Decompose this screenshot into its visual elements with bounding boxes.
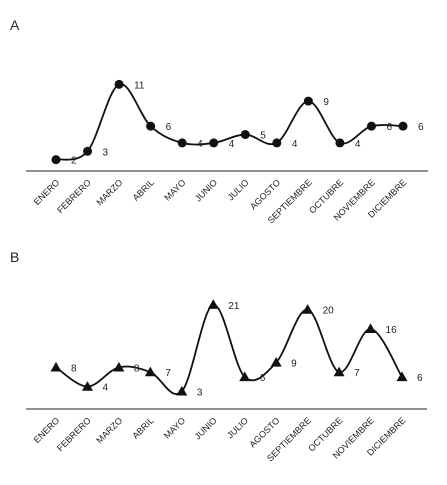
data-label: 5 (260, 131, 266, 142)
x-tick-label: JULIO (226, 177, 251, 202)
series-line (55, 303, 403, 395)
data-point-marker (240, 130, 250, 140)
data-point-marker (396, 371, 408, 382)
data-label: 3 (103, 147, 109, 158)
data-point-marker (176, 385, 188, 396)
data-point-marker (144, 366, 156, 377)
data-label: 9 (291, 359, 297, 370)
data-point-marker (365, 323, 377, 333)
x-tick-label: MAYO (162, 415, 187, 440)
data-label: 9 (323, 97, 329, 108)
data-label: 6 (260, 373, 266, 384)
panel-label: B (10, 249, 19, 265)
data-label: 4 (197, 139, 203, 150)
data-point-marker (209, 138, 219, 148)
data-point-marker (146, 121, 156, 131)
data-point-marker (81, 381, 93, 391)
data-point-marker (335, 138, 345, 148)
data-label: 4 (102, 383, 108, 394)
x-tick-label: JULIO (225, 415, 250, 440)
data-point-marker (333, 366, 345, 377)
data-label: 6 (386, 122, 392, 133)
x-tick-label: JUNIO (193, 177, 219, 203)
x-tick-label: JUNIO (193, 415, 219, 441)
data-label: 3 (197, 387, 203, 398)
data-label: 6 (417, 373, 423, 384)
x-tick-label: ENERO (32, 415, 62, 445)
data-point-marker (270, 357, 282, 367)
x-tick-label: FEBRERO (55, 177, 93, 215)
data-label: 6 (418, 122, 424, 133)
data-point-marker (207, 299, 219, 309)
x-tick-label: FEBRERO (55, 415, 93, 453)
data-point-marker (303, 96, 313, 106)
data-label: 7 (354, 368, 360, 379)
data-label: 4 (355, 139, 361, 150)
x-tick-label: ABRIL (131, 177, 156, 202)
data-point-marker (239, 371, 251, 382)
data-label: 6 (166, 122, 172, 133)
data-point-marker (114, 79, 124, 89)
x-tick-label: MARZO (94, 415, 124, 445)
x-tick-label: MAYO (162, 177, 187, 202)
x-tick-label: ABRIL (130, 415, 155, 440)
data-label: 21 (228, 301, 240, 312)
data-label: 4 (292, 139, 298, 150)
data-point-marker (272, 138, 282, 148)
data-label: 11 (134, 80, 145, 91)
x-tick-label: MARZO (94, 177, 124, 207)
data-point-marker (50, 361, 62, 372)
data-point-marker (51, 155, 61, 165)
data-label: 7 (165, 368, 171, 379)
data-point-marker (83, 146, 93, 156)
data-point-marker (366, 121, 376, 131)
data-label: 4 (229, 139, 235, 150)
data-label: 20 (323, 306, 335, 317)
panel-label: A (10, 17, 20, 33)
data-label: 8 (134, 363, 140, 374)
data-point-marker (177, 138, 187, 148)
x-tick-label: ENERO (32, 177, 62, 207)
data-point-marker (113, 361, 125, 372)
data-label: 2 (71, 156, 77, 167)
data-point-marker (302, 304, 314, 314)
data-label: 16 (386, 325, 398, 336)
data-point-marker (398, 121, 408, 131)
data-label: 8 (71, 363, 77, 374)
